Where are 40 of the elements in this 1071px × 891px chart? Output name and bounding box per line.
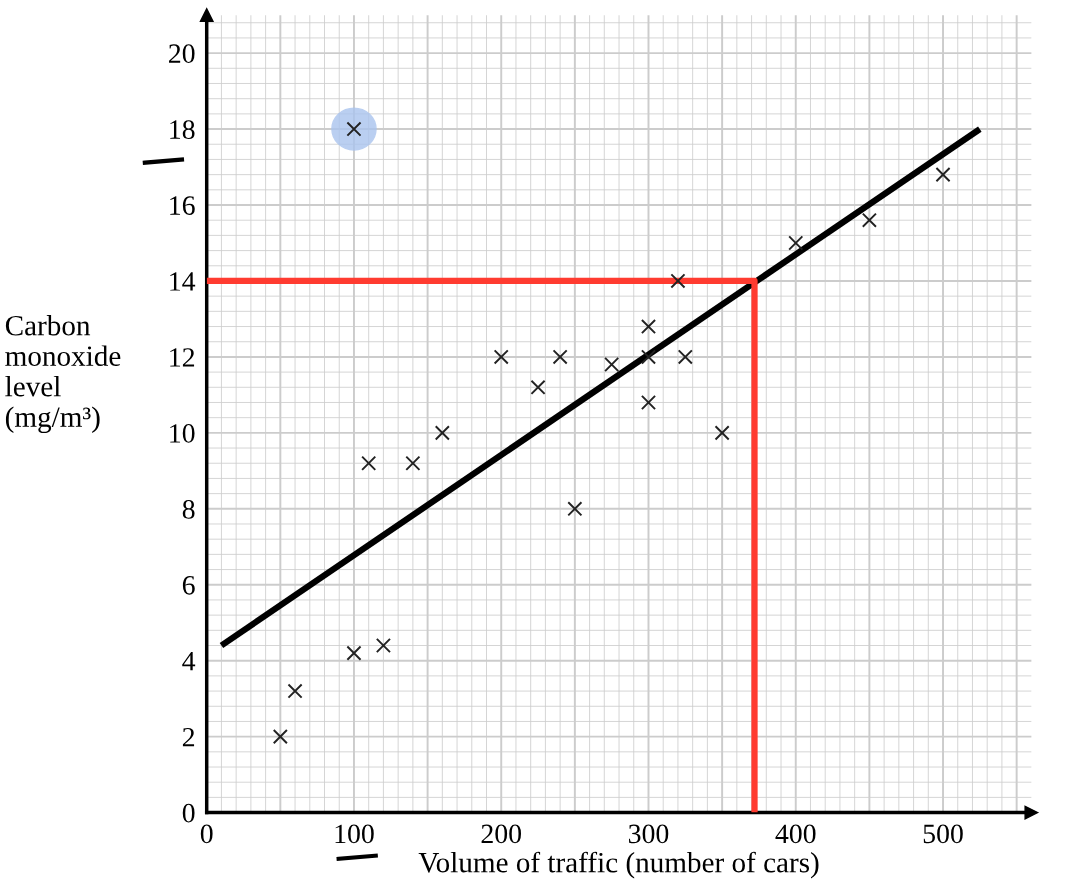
point — [405, 455, 421, 471]
y-tick-label: 18 — [170, 120, 195, 139]
y-tick-label: 4 — [182, 652, 196, 671]
x-tick-label: 400 — [775, 824, 816, 844]
x-tick-label: 300 — [628, 824, 669, 844]
x-tick-label: 0 — [200, 824, 213, 844]
point — [640, 349, 657, 365]
y-tick-label: 6 — [182, 575, 195, 595]
y-tick-label: 20 — [169, 44, 195, 64]
y-tick-label: 0 — [182, 803, 195, 823]
point — [375, 637, 391, 654]
point — [677, 349, 693, 365]
point — [714, 425, 730, 441]
y-tick-label: 10 — [170, 424, 195, 443]
point — [640, 394, 657, 411]
point — [361, 455, 377, 471]
point — [530, 379, 546, 395]
point — [434, 425, 450, 441]
point — [493, 349, 509, 365]
x-tick-label: 200 — [481, 824, 521, 844]
point — [640, 318, 657, 335]
x-tick-label: 500 — [923, 824, 963, 844]
point — [567, 501, 583, 517]
point — [604, 356, 620, 373]
x-axis-title: Volume of traffic (number of cars) — [418, 851, 819, 879]
point — [935, 167, 951, 183]
y-tick-label: 14 — [170, 272, 196, 291]
point — [346, 645, 362, 661]
point — [670, 273, 686, 289]
y-tick-label: 12 — [170, 348, 195, 367]
point — [788, 235, 804, 251]
point — [552, 349, 568, 365]
y-axis-title: Carbon monoxide level (mg/m³) — [5, 314, 121, 434]
y-tick-label: 16 — [170, 196, 195, 215]
x-tick-label: 100 — [335, 824, 374, 844]
y-tick-label: 2 — [182, 727, 195, 747]
point — [272, 729, 288, 745]
y-tick-label: 8 — [182, 499, 195, 519]
point — [287, 683, 303, 699]
point — [861, 212, 877, 228]
